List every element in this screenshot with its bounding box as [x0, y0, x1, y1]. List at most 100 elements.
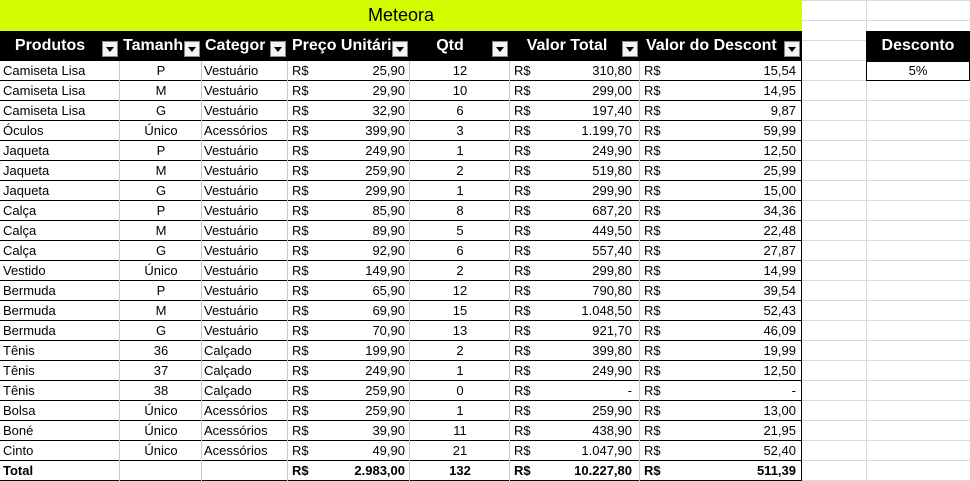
table-cell: 69,90 — [372, 303, 405, 318]
table-cell: Camiseta Lisa — [3, 103, 86, 118]
table-cell: Único — [144, 263, 178, 278]
table-cell: R$ — [292, 423, 309, 438]
table-cell: 11 — [453, 423, 467, 438]
table-cell: R$ — [292, 363, 309, 378]
table-cell: 29,90 — [372, 83, 405, 98]
row-border — [0, 320, 802, 321]
filter-button[interactable] — [622, 41, 638, 57]
table-cell: Jaqueta — [3, 163, 50, 178]
table-cell: R$ — [292, 223, 309, 238]
row-border — [0, 380, 802, 381]
table-cell: R$ — [292, 83, 309, 98]
table-cell: 310,80 — [592, 63, 632, 78]
table-cell: 259,90 — [365, 163, 405, 178]
table-cell: R$ — [644, 63, 661, 78]
table-cell: 46,09 — [763, 323, 796, 338]
table-cell: R$ — [644, 423, 661, 438]
table-cell: R$ — [292, 243, 309, 258]
table-cell: 259,90 — [365, 403, 405, 418]
row-border — [0, 420, 802, 421]
row-border — [0, 260, 802, 261]
table-cell: R$ — [644, 103, 661, 118]
table-cell: Vestuário — [204, 203, 259, 218]
row-border — [0, 140, 802, 141]
table-cell: R$ — [292, 183, 309, 198]
table-cell: R$ — [644, 303, 661, 318]
table-cell: Único — [144, 403, 178, 418]
table-cell: 39,54 — [763, 283, 796, 298]
table-cell: Tênis — [3, 363, 35, 378]
table-cell: R$ — [514, 103, 531, 118]
table-cell: R$ — [514, 283, 531, 298]
table-cell: 299,00 — [592, 83, 632, 98]
table-cell: R$ — [292, 443, 309, 458]
row-border — [0, 80, 802, 81]
discount-value: 5% — [866, 61, 970, 81]
discount-header-bg — [866, 31, 970, 61]
table-cell: R$ — [644, 263, 661, 278]
table-cell: Vestuário — [204, 163, 259, 178]
table-cell: 13,00 — [763, 403, 796, 418]
table-cell: 25,99 — [763, 163, 796, 178]
table-cell: Vestuário — [204, 183, 259, 198]
discount-header: Desconto — [881, 37, 955, 54]
table-cell: R$ — [644, 323, 661, 338]
table-cell: R$ — [514, 223, 531, 238]
table-cell: 921,70 — [592, 323, 632, 338]
table-cell: R$ — [514, 163, 531, 178]
table-cell: 249,90 — [365, 363, 405, 378]
table-cell: 299,90 — [365, 183, 405, 198]
table-cell: 1.048,50 — [581, 303, 632, 318]
table-cell: R$ — [514, 183, 531, 198]
table-cell: 25,90 — [372, 63, 405, 78]
table-cell: Bermuda — [3, 303, 56, 318]
table-cell: Óculos — [3, 123, 44, 138]
table-cell: R$ — [644, 283, 661, 298]
table-cell: 92,90 — [372, 243, 405, 258]
filter-button[interactable] — [784, 41, 800, 57]
table-cell: 1.047,90 — [581, 443, 632, 458]
table-cell: 15,00 — [763, 183, 796, 198]
table-cell: Camiseta Lisa — [3, 63, 86, 78]
table-cell: R$ — [514, 203, 531, 218]
filter-button[interactable] — [184, 41, 200, 57]
table-cell: Vestuário — [204, 323, 259, 338]
table-cell: Calçado — [204, 343, 252, 358]
table-cell: Tênis — [3, 383, 35, 398]
table-cell: 37 — [153, 363, 169, 378]
row-border — [0, 280, 802, 281]
filter-button[interactable] — [102, 41, 118, 57]
table-cell: R$ — [292, 403, 309, 418]
table-cell: - — [791, 383, 796, 398]
table-cell: R$ — [514, 383, 531, 398]
table-cell: 15 — [452, 303, 468, 318]
filter-button[interactable] — [270, 41, 286, 57]
table-cell: 49,90 — [372, 443, 405, 458]
table-cell: Tênis — [3, 343, 35, 358]
table-cell: 9,87 — [770, 103, 796, 118]
table-cell: R$ — [644, 363, 661, 378]
column-header: Produtos — [14, 37, 86, 54]
row-border — [0, 440, 802, 441]
table-cell: M — [155, 223, 167, 238]
table-cell: R$ — [644, 183, 661, 198]
row-border — [0, 400, 802, 401]
column-border — [119, 61, 120, 481]
table-cell: M — [155, 83, 167, 98]
column-header: Preço Unitári — [292, 37, 392, 54]
table-cell: 2 — [456, 163, 464, 178]
table-cell: Acessórios — [204, 443, 268, 458]
table-cell: Camiseta Lisa — [3, 83, 86, 98]
table-cell: Vestuário — [204, 243, 259, 258]
table-cell: 249,90 — [592, 363, 632, 378]
table-cell: Acessórios — [204, 403, 268, 418]
table-cell: Bermuda — [3, 323, 56, 338]
row-border — [0, 300, 802, 301]
table-cell: R$ — [514, 343, 531, 358]
table-cell: 790,80 — [592, 283, 632, 298]
filter-button[interactable] — [492, 41, 508, 57]
sheet-title: Meteora — [367, 5, 435, 25]
filter-button[interactable] — [392, 41, 408, 57]
column-header: Valor do Descont — [646, 37, 777, 54]
row-border — [0, 180, 802, 181]
